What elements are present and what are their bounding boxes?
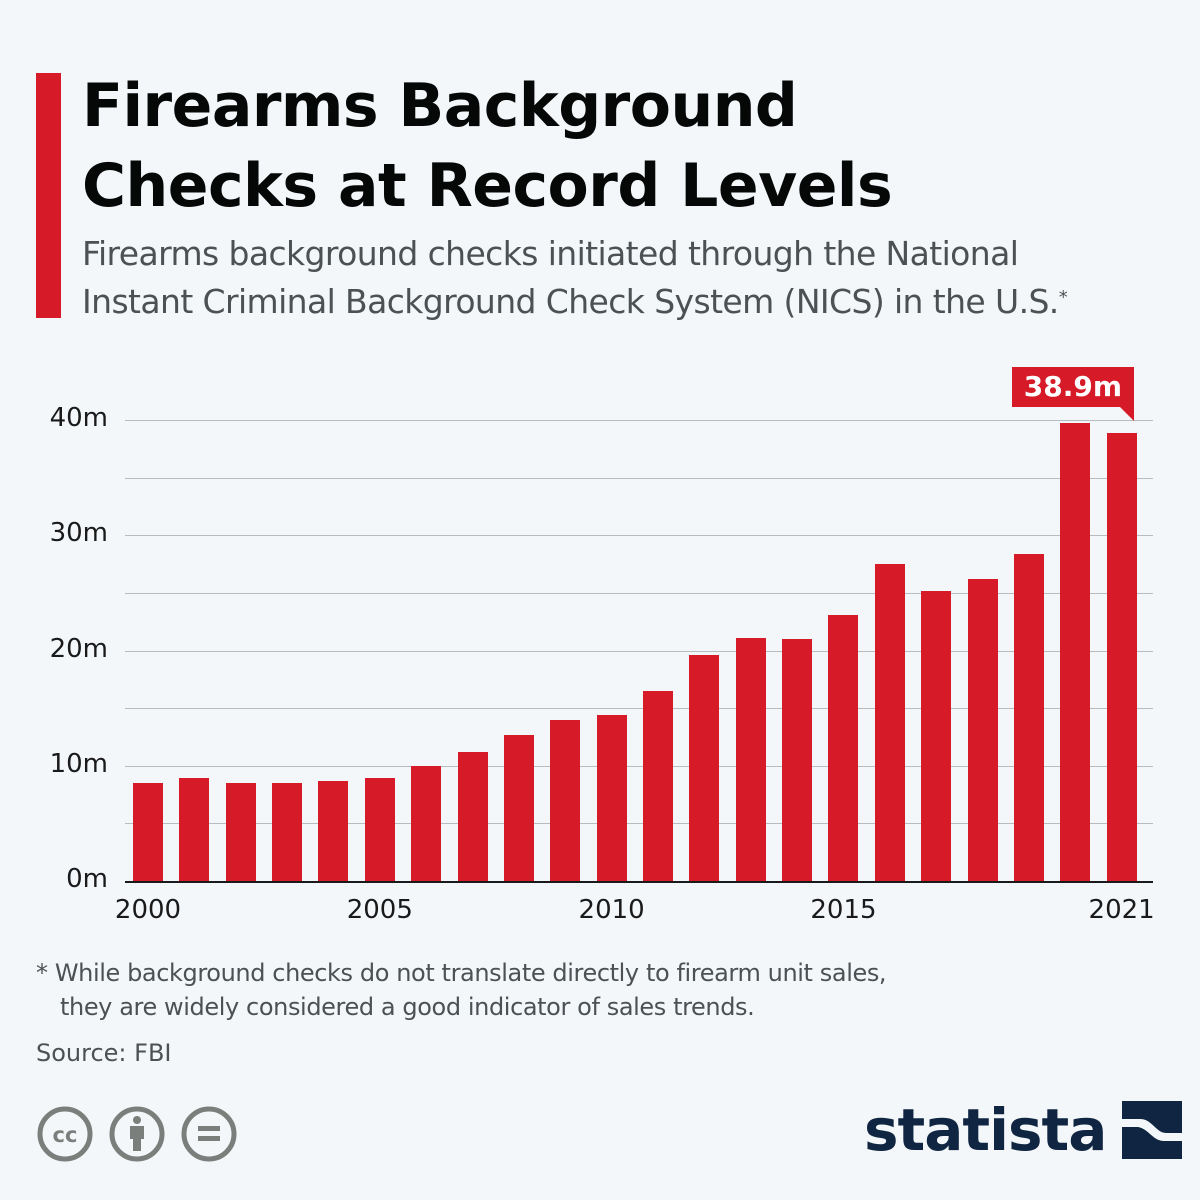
brand-wordmark: statista (864, 1096, 1107, 1164)
bar-2002[interactable] (225, 783, 256, 881)
cc-icon[interactable]: cc (36, 1105, 94, 1163)
bar-2011[interactable] (643, 690, 673, 881)
x-axis-tick-label: 2015 (810, 895, 877, 925)
bar-2012[interactable] (689, 655, 720, 881)
bar-2016[interactable] (874, 564, 905, 881)
y-axis-tick-label: 30m (49, 518, 108, 549)
bar-2015[interactable] (828, 614, 859, 881)
attribution-icon[interactable] (108, 1105, 166, 1163)
footnote-line-2: they are widely considered a good indica… (60, 993, 755, 1021)
callout-pointer (1120, 407, 1134, 421)
gridline (125, 420, 1153, 421)
bar-2020[interactable] (1060, 423, 1091, 881)
y-axis-tick-label: 10m (49, 748, 108, 779)
bar-2018[interactable] (967, 579, 998, 881)
bar-2014[interactable] (782, 638, 813, 881)
bar-2010[interactable] (596, 715, 627, 881)
bar-2006[interactable] (411, 765, 442, 881)
x-axis-line (125, 881, 1153, 883)
title-line-2: Checks at Record Levels (82, 151, 893, 221)
bar-2005[interactable] (364, 778, 395, 881)
y-axis-tick-label: 20m (49, 633, 108, 664)
no-derivatives-icon[interactable] (180, 1105, 238, 1163)
y-axis-tick-label: 0m (66, 864, 108, 894)
gridline (125, 765, 1153, 767)
title-line-1: Firearms Background (82, 71, 798, 141)
source-label: Source: FBI (36, 1039, 172, 1067)
bar-2021[interactable] (1106, 432, 1137, 881)
value-callout: 38.9m (1011, 367, 1134, 407)
bar-2000[interactable] (133, 783, 163, 881)
bar-2009[interactable] (550, 719, 581, 881)
footnote-line-1: * While background checks do not transla… (36, 959, 887, 987)
minor-gridline (125, 477, 1153, 479)
bar-2001[interactable] (179, 778, 210, 881)
bar-2017[interactable] (921, 590, 952, 881)
chart-title: Firearms Background Checks at Record Lev… (82, 66, 893, 226)
minor-gridline (125, 708, 1153, 710)
bar-2008[interactable] (503, 734, 534, 881)
y-axis-tick-label: 40m (49, 403, 108, 433)
license-icons: cc (36, 1105, 238, 1163)
minor-gridline (125, 823, 1153, 825)
bar-2007[interactable] (457, 751, 488, 881)
footnote: * While background checks do not transla… (36, 956, 887, 1024)
gridline (125, 535, 1153, 537)
footnote-marker: * (1058, 287, 1068, 308)
bar-2013[interactable] (735, 637, 766, 881)
statista-logo[interactable]: statista (864, 1096, 1183, 1164)
bar-2004[interactable] (318, 780, 349, 881)
bar-2019[interactable] (1013, 553, 1044, 881)
bar-2003[interactable] (272, 783, 303, 881)
subtitle-line-2: Instant Criminal Background Check System… (82, 282, 1059, 321)
x-axis-tick-label: 2021 (1088, 895, 1155, 925)
chart-subtitle: Firearms background checks initiated thr… (82, 230, 1068, 326)
gridline (125, 650, 1153, 652)
x-axis-tick-label: 2005 (346, 895, 413, 925)
x-axis-tick-label: 2010 (578, 895, 645, 925)
minor-gridline (125, 592, 1153, 594)
accent-bar (36, 73, 61, 318)
bar-chart: 0m 10m 20m 30m 40m 2000 2005 2010 2015 2021 38.9m (0, 360, 1200, 940)
svg-text:cc: cc (53, 1123, 78, 1147)
statista-mark-icon (1122, 1101, 1183, 1159)
subtitle-line-1: Firearms background checks initiated thr… (82, 234, 1019, 273)
x-axis-tick-label: 2000 (114, 895, 182, 925)
